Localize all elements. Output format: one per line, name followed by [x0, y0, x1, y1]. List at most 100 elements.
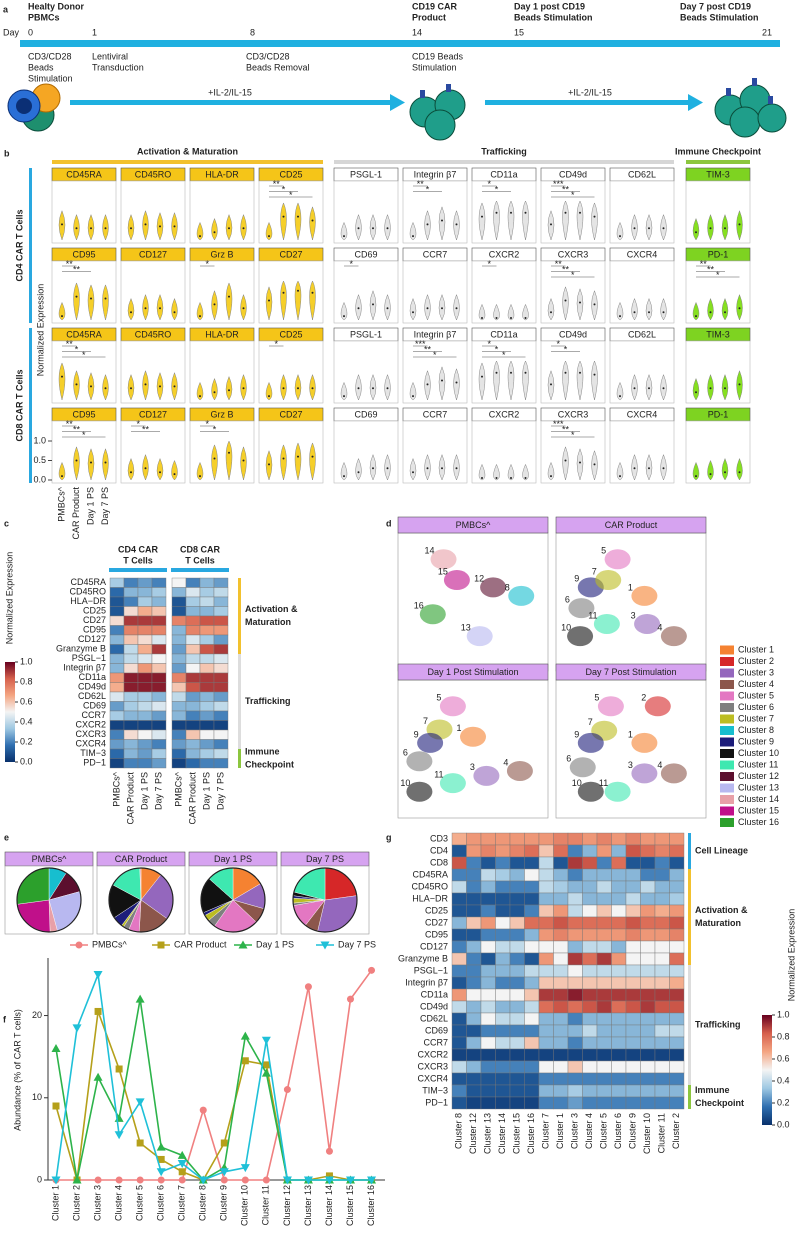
row-label: CD95 [425, 929, 448, 939]
heat-cell [553, 832, 569, 846]
heat-cell [185, 729, 201, 740]
heat-cell [524, 1060, 540, 1074]
heat-cell [451, 1000, 467, 1014]
heat-cell [538, 928, 554, 942]
heat-cell [123, 748, 139, 759]
heat-cell [185, 663, 201, 674]
panel-title: CD127 [139, 409, 167, 419]
cluster-label: 16 [414, 601, 424, 611]
heat-cell [582, 988, 598, 1002]
heat-cell [596, 1000, 612, 1014]
sig-stars: * [136, 419, 140, 429]
heat-cell [495, 1060, 511, 1074]
cluster-blob [439, 773, 466, 794]
panel-title: Integrin β7 [414, 169, 457, 179]
median-dot [579, 371, 581, 374]
cluster-label: 15 [438, 566, 448, 576]
heat-cell [466, 928, 482, 942]
violin [409, 221, 417, 241]
group-bar [688, 965, 691, 1085]
median-dot [386, 387, 389, 390]
heat-cell [596, 1024, 612, 1038]
point [156, 1142, 166, 1151]
cluster-blob [577, 732, 604, 753]
heat-cell [654, 1036, 670, 1050]
median-dot [311, 219, 314, 222]
heat-cell [625, 928, 641, 942]
heat-cell [625, 988, 641, 1002]
panel-title: CXCR2 [489, 409, 520, 419]
median-dot [550, 311, 552, 314]
legend-swatch [720, 680, 734, 689]
heat-cell [524, 880, 540, 894]
sig-stars: * [213, 424, 217, 434]
heat-cell [451, 1024, 467, 1038]
heat-cell [524, 952, 540, 966]
legend-swatch [720, 668, 734, 678]
median-dot [213, 303, 216, 306]
colorbar-title: Normalized Expression [786, 909, 796, 1002]
heat-cell [654, 1060, 670, 1074]
heat-cell [509, 880, 525, 894]
median-dot [268, 299, 270, 302]
column-group-title: T Cells [123, 555, 153, 565]
heat-cell [669, 988, 685, 1002]
y-axis-label: Abundance (% of CAR T cells) [12, 1009, 22, 1131]
heat-cell [669, 952, 685, 966]
pie-outline [108, 867, 174, 933]
heat-cell [495, 964, 511, 978]
heat-cell [538, 880, 554, 894]
median-dot [159, 307, 161, 310]
heat-cell [582, 892, 598, 906]
heat-cell [654, 964, 670, 978]
heat-cell [654, 904, 670, 918]
median-dot [130, 227, 132, 230]
heat-cell [654, 928, 670, 942]
heat-cell [582, 832, 598, 846]
sig-stars: ** [142, 424, 150, 434]
violin [576, 288, 584, 321]
column-label: CAR Product [125, 772, 135, 825]
group-bar [688, 869, 691, 965]
sig-stars: ** [555, 259, 563, 269]
event-note: Beads [28, 62, 54, 72]
heat-cell [553, 988, 569, 1002]
heat-cell [524, 988, 540, 1002]
median-dot [61, 315, 63, 318]
violin [196, 221, 204, 241]
violin [309, 206, 316, 241]
row-label: CXCR3 [75, 729, 106, 739]
violin [73, 282, 80, 321]
heat-cell [567, 1084, 583, 1098]
panel-title: CD62L [628, 329, 656, 339]
legend-label: Cluster 6 [738, 702, 774, 712]
heat-cell [654, 844, 670, 858]
panel-frame [555, 679, 707, 819]
heat-cell [553, 904, 569, 918]
violin [58, 461, 66, 481]
heat-cell [524, 904, 540, 918]
median-dot [412, 311, 414, 314]
cluster-blob [568, 598, 595, 619]
heat-cell [171, 672, 187, 683]
heat-cell [137, 748, 153, 759]
colorbar-tick-label: 0.0 [20, 756, 33, 766]
group-label: Activation & [695, 905, 748, 915]
heat-cell [654, 1048, 670, 1062]
violin [493, 200, 500, 241]
sig-stars: * [82, 350, 86, 360]
cluster-label: 5 [436, 693, 441, 703]
heat-cell [538, 1012, 554, 1026]
heat-cell [451, 988, 467, 1002]
cluster-blob [506, 760, 533, 781]
median-dot [357, 387, 360, 390]
cluster-label: 3 [631, 610, 636, 620]
row-label: CD62L [420, 1013, 448, 1023]
heat-cell [199, 701, 215, 712]
violin [692, 377, 700, 401]
median-dot [695, 475, 697, 478]
row-label: CCR7 [423, 1037, 448, 1047]
heat-cell [109, 577, 125, 588]
point [135, 994, 145, 1003]
heat-cell [137, 587, 153, 598]
